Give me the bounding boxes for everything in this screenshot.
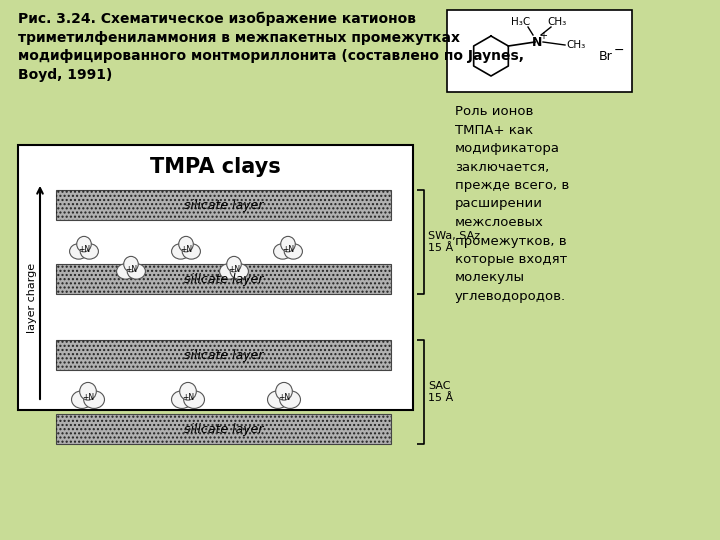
Text: +N: +N — [182, 393, 194, 402]
Text: N: N — [532, 36, 542, 49]
Text: CH₃: CH₃ — [547, 17, 567, 27]
Ellipse shape — [284, 244, 302, 259]
Ellipse shape — [179, 237, 193, 252]
Ellipse shape — [127, 264, 145, 279]
Text: +N: +N — [78, 245, 90, 254]
Ellipse shape — [276, 382, 292, 400]
Bar — [56, 264, 391, 294]
Text: layer charge: layer charge — [27, 263, 37, 333]
Bar — [56, 414, 391, 444]
Bar — [56, 190, 391, 220]
Text: silicate layer: silicate layer — [184, 199, 264, 212]
Ellipse shape — [180, 382, 197, 400]
Text: H₃C: H₃C — [511, 17, 531, 27]
Bar — [56, 264, 391, 294]
Ellipse shape — [171, 244, 190, 259]
Ellipse shape — [268, 391, 288, 408]
Text: +N: +N — [125, 265, 137, 274]
Ellipse shape — [220, 264, 238, 279]
Text: TMPA clays: TMPA clays — [150, 157, 281, 177]
Text: +N: +N — [82, 393, 94, 402]
Ellipse shape — [184, 391, 204, 408]
Ellipse shape — [124, 256, 138, 272]
Bar — [18, 145, 413, 410]
Text: +N: +N — [278, 393, 290, 402]
Ellipse shape — [281, 237, 295, 252]
Text: silicate layer: silicate layer — [184, 273, 264, 286]
Ellipse shape — [71, 391, 92, 408]
Ellipse shape — [80, 244, 99, 259]
Ellipse shape — [230, 264, 248, 279]
Text: Рис. 3.24. Схематическое изображение катионов
триметилфениламмония в межпакетных: Рис. 3.24. Схематическое изображение кат… — [18, 12, 524, 82]
Ellipse shape — [171, 391, 192, 408]
Ellipse shape — [77, 237, 91, 252]
Ellipse shape — [80, 382, 96, 400]
Bar — [56, 340, 391, 370]
Ellipse shape — [274, 244, 292, 259]
Text: +N: +N — [282, 245, 294, 254]
Bar — [56, 414, 391, 444]
Text: silicate layer: silicate layer — [184, 348, 264, 361]
Ellipse shape — [70, 244, 88, 259]
Text: silicate layer: silicate layer — [184, 422, 264, 435]
Ellipse shape — [182, 244, 200, 259]
Text: Роль ионов
ТМПА+ как
модификатора
заключается,
прежде всего, в
расширении
межсло: Роль ионов ТМПА+ как модификатора заключ… — [455, 105, 570, 303]
Text: CH₃: CH₃ — [567, 40, 585, 50]
Text: SWa, SAz
15 Å: SWa, SAz 15 Å — [428, 231, 480, 253]
Text: +N: +N — [180, 245, 192, 254]
Bar — [447, 10, 632, 92]
Text: SAC
15 Å: SAC 15 Å — [428, 381, 454, 403]
Text: Br: Br — [599, 51, 613, 64]
Bar — [56, 340, 391, 370]
Text: −: − — [613, 44, 624, 57]
Ellipse shape — [227, 256, 241, 272]
Ellipse shape — [84, 391, 104, 408]
Bar — [56, 190, 391, 220]
Text: +: + — [539, 31, 547, 41]
Ellipse shape — [279, 391, 300, 408]
Text: +N: +N — [228, 265, 240, 274]
Ellipse shape — [117, 264, 135, 279]
